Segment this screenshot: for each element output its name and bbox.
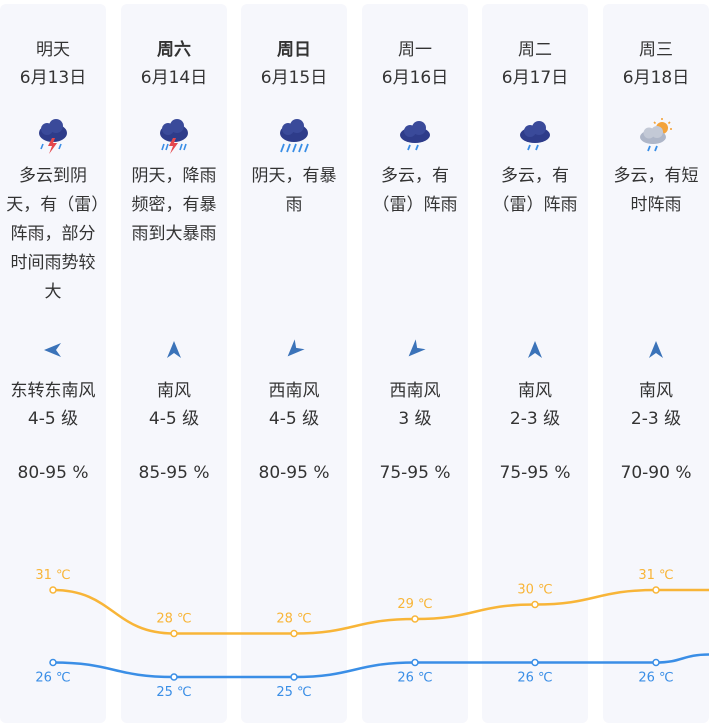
wind-level: 4-5 级 [27, 409, 79, 429]
day-column: 周二 6月17日 多云，有（雷）阵雨 南风 2-3 级 75-95 % [482, 4, 588, 723]
day-name: 周日 [277, 40, 311, 60]
wind-level: 4-5 级 [268, 409, 320, 429]
humidity: 80-95 % [258, 463, 330, 483]
weather-description: 多云到阴天，有（雷）阵雨，部分时间雨势较大 [6, 166, 100, 302]
wind-direction: 南风 [157, 381, 191, 401]
day-name: 周二 [518, 40, 552, 60]
weather-description: 阴天，降雨频密，有暴雨到大暴雨 [131, 166, 217, 244]
wind-level: 2-3 级 [509, 409, 561, 429]
day-column: 周三 6月18日 多云，有短时阵雨 南风 2-3 级 70-90 % [603, 4, 709, 723]
day-column: 周六 6月14日 阴天，降雨频密，有暴雨到大暴雨 南风 4-5 级 85-95 … [121, 4, 227, 723]
wind-direction-arrow-icon [167, 341, 181, 358]
weather-description: 多云，有短时阵雨 [613, 166, 699, 215]
day-date: 6月13日 [19, 68, 87, 88]
weather-description: 多云，有（雷）阵雨 [492, 166, 578, 215]
day-name: 周六 [157, 40, 191, 60]
thunderstorm-cloud-icon [39, 119, 67, 154]
wind-level: 3 级 [398, 409, 432, 429]
wind-direction-arrow-icon [44, 343, 61, 357]
humidity: 75-95 % [379, 463, 451, 483]
day-date: 6月15日 [260, 68, 328, 88]
humidity: 70-90 % [620, 463, 692, 483]
day-name: 周一 [398, 40, 432, 60]
wind-direction: 南风 [518, 381, 552, 401]
heavy-rain-cloud-icon [280, 119, 309, 153]
weather-description: 多云，有（雷）阵雨 [372, 166, 458, 215]
day-name: 明天 [36, 40, 70, 60]
wind-direction: 西南风 [389, 381, 441, 401]
wind-level: 4-5 级 [148, 409, 200, 429]
wind-direction: 西南风 [268, 381, 320, 401]
sun-cloud-shower-icon [640, 118, 672, 152]
wind-direction-arrow-icon [528, 341, 542, 358]
day-date: 6月16日 [381, 68, 449, 88]
rain-cloud-icon [520, 121, 550, 151]
day-column: 周日 6月15日 阴天，有暴雨 西南风 4-5 级 80-95 % [241, 4, 347, 723]
day-name: 周三 [639, 40, 673, 60]
day-date: 6月14日 [140, 68, 208, 88]
thunderstorm-cloud-icon [160, 119, 188, 154]
wind-direction-arrow-icon [287, 339, 305, 357]
day-column: 周一 6月16日 多云，有（雷）阵雨 西南风 3 级 75-95 % [362, 4, 468, 723]
day-column: 明天 6月13日 多云到阴天，有（雷）阵雨，部分时间雨势较大 东转东南风 4-5… [0, 4, 106, 723]
humidity: 80-95 % [17, 463, 89, 483]
wind-direction-arrow-icon [649, 341, 663, 358]
day-date: 6月17日 [501, 68, 569, 88]
day-date: 6月18日 [622, 68, 690, 88]
humidity: 75-95 % [499, 463, 571, 483]
wind-level: 2-3 级 [630, 409, 682, 429]
humidity: 85-95 % [138, 463, 210, 483]
wind-direction: 东转东南风 [10, 381, 96, 401]
rain-cloud-icon [400, 121, 430, 151]
wind-direction: 南风 [639, 381, 673, 401]
wind-direction-arrow-icon [408, 339, 426, 357]
weather-description: 阴天，有暴雨 [251, 166, 337, 215]
